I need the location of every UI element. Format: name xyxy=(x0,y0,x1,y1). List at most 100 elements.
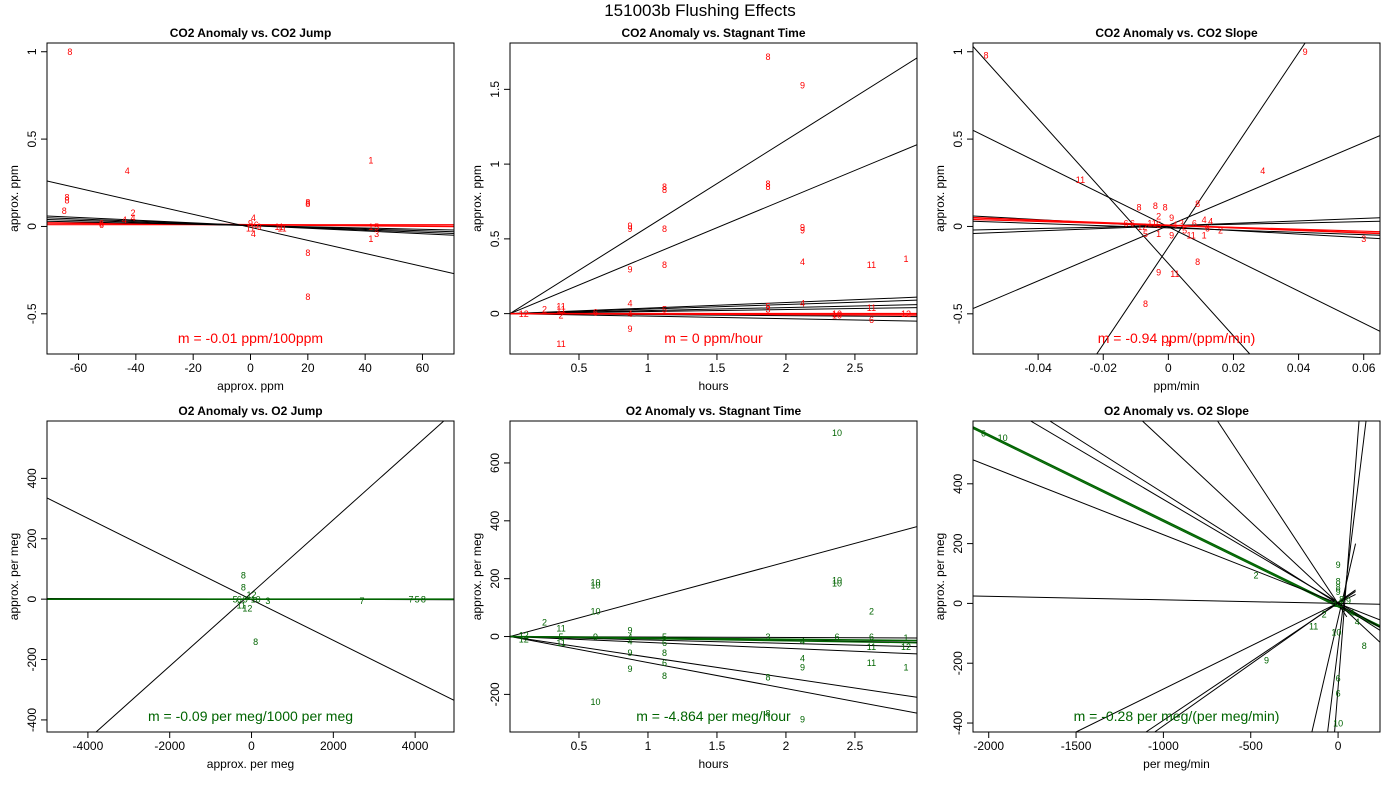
chart-4-point-label: 8 xyxy=(241,583,246,593)
chart-6-point-label: 10 xyxy=(1331,627,1341,637)
chart-3-ytick-label: 1 xyxy=(951,48,965,55)
chart-5-point-label: 9 xyxy=(628,626,633,636)
chart-5-point-label: 10 xyxy=(832,428,842,438)
chart-3-point-label: 9 xyxy=(1169,231,1174,241)
chart-1-ylabel: approx. ppm xyxy=(7,165,21,232)
chart-5-point-label: 6 xyxy=(662,658,667,668)
chart-2-ytick-label: 0.5 xyxy=(488,230,502,247)
chart-3-ytick-label: -0.5 xyxy=(951,303,965,324)
chart-2-fit-line xyxy=(510,313,917,322)
chart-5-point-label: 10 xyxy=(591,607,601,617)
chart-1-point-label: 9 xyxy=(248,218,253,228)
chart-4-point-label: 12 xyxy=(242,604,252,614)
chart-1-point-label: 1 xyxy=(368,234,373,244)
chart-1-point-label: 8 xyxy=(305,248,310,258)
chart-2-point-label: 9 xyxy=(800,225,805,235)
chart-panel-1: CO2 Anomaly vs. CO2 Jump approx. ppm appro… xyxy=(7,26,455,393)
chart-1-xtick-label: -40 xyxy=(127,361,145,375)
chart-3-fit-line xyxy=(1096,43,1306,354)
figure-title: 151003b Flushing Effects xyxy=(604,1,796,20)
chart-3-point-label: 3 xyxy=(1179,218,1184,228)
chart-2-xtick-label: 1 xyxy=(645,361,652,375)
chart-2-fit-line xyxy=(510,144,917,315)
chart-5-fit-line xyxy=(510,636,917,714)
chart-1-point-label: 6 xyxy=(99,218,104,228)
chart-1-xtick-label: -20 xyxy=(185,361,203,375)
chart-3-point-label: 12 xyxy=(1137,222,1147,232)
chart-2-point-label: 9 xyxy=(628,221,633,231)
chart-2-fit-line xyxy=(510,57,917,315)
chart-3-point-label: 6 xyxy=(1192,218,1197,228)
chart-1-xtick-label: -60 xyxy=(70,361,88,375)
chart-5-point-label: 8 xyxy=(765,673,770,683)
chart-6-fit-line xyxy=(1334,421,1360,732)
chart-4-ytick-label: 200 xyxy=(25,528,39,548)
chart-5-point-label: 11 xyxy=(556,638,565,648)
chart-6-ytick-label: 0 xyxy=(951,600,965,607)
chart-2-fit-line xyxy=(510,299,917,315)
chart-5-point-label: 10 xyxy=(591,697,601,707)
chart-4-xtick-label: 2000 xyxy=(320,739,347,753)
chart-6-fit-line xyxy=(1311,543,1357,732)
chart-3-fit-line xyxy=(973,218,1380,233)
chart-4-point-label: 5 xyxy=(233,595,238,605)
chart-1-point-label: 8 xyxy=(305,199,310,209)
chart-6-frame xyxy=(972,420,1381,733)
chart-1-point-label: 8 xyxy=(65,196,70,206)
chart-3-point-label: 8 xyxy=(984,51,989,61)
chart-3-xtick-label: 0.04 xyxy=(1287,361,1311,375)
chart-5-xlabel: hours xyxy=(698,757,728,771)
chart-2-point-label: 2 xyxy=(559,311,564,321)
chart-3-fit-line xyxy=(973,46,1251,354)
chart-1-fit-line xyxy=(47,180,454,275)
chart-4-point-label: 7 xyxy=(359,596,364,606)
chart-2-point-label: 2 xyxy=(542,305,547,315)
chart-5-fit-line xyxy=(510,635,917,644)
chart-3-ytick-label: 0.5 xyxy=(951,130,965,147)
chart-6-point-label: 8 xyxy=(1336,582,1341,592)
chart-1-xtick-label: 20 xyxy=(301,361,315,375)
chart-6-ytick-label: 400 xyxy=(951,473,965,493)
chart-6-point-label: 4 xyxy=(1350,608,1355,618)
chart-4-xtick-label: -2000 xyxy=(154,739,185,753)
chart-1-point-label: 4 xyxy=(122,215,127,225)
chart-3-point-label: 1 xyxy=(1202,231,1207,241)
chart-1-point-label: 6 xyxy=(99,220,104,230)
chart-2-xtick-label: 1.5 xyxy=(709,361,726,375)
chart-2-point-label: 6 xyxy=(869,315,874,325)
chart-6-fit-line xyxy=(1154,589,1356,732)
chart-5-ytick-label: 600 xyxy=(488,453,502,473)
chart-4-title: O2 Anomaly vs. O2 Jump xyxy=(178,404,322,418)
chart-3-point-label: 11 xyxy=(1170,269,1179,279)
chart-6-point-label: 11 xyxy=(1309,621,1318,631)
chart-2-point-label: 8 xyxy=(662,182,667,192)
chart-2-point-label: 5 xyxy=(765,302,770,312)
chart-1-frame xyxy=(46,42,455,355)
chart-6-point-label: 9 xyxy=(1264,656,1269,666)
chart-5-ytick-label: -200 xyxy=(488,682,502,706)
chart-4-point-label: 5 xyxy=(415,595,420,605)
chart-2-point-label: 10 xyxy=(832,311,842,321)
chart-5-point-label: 10 xyxy=(591,581,601,591)
chart-4-point-label: 10 xyxy=(251,595,261,605)
chart-6-xtick-label: -1000 xyxy=(1148,739,1179,753)
chart-5-ytick-label: 200 xyxy=(488,568,502,588)
chart-1-point-label: 5 xyxy=(374,222,379,232)
chart-1-point-label: 11 xyxy=(246,224,255,234)
chart-2-ylabel: approx. ppm xyxy=(470,165,484,232)
chart-5-point-label: 2 xyxy=(869,607,874,617)
chart-2-point-label: 9 xyxy=(628,324,633,334)
chart-3-xtick-label: -0.04 xyxy=(1024,361,1052,375)
chart-2-point-label: 11 xyxy=(867,260,876,270)
chart-4-point-label: 8 xyxy=(241,570,246,580)
chart-6-point-label: 8 xyxy=(1339,594,1344,604)
chart-6-ytick-label: -200 xyxy=(951,651,965,675)
chart-6-xtick-label: 0 xyxy=(1335,739,1342,753)
chart-2-point-label: 11 xyxy=(556,305,565,315)
chart-4-point-label: 8 xyxy=(253,637,258,647)
chart-2-point-label: 9 xyxy=(800,80,805,90)
chart-2-point-label: 10 xyxy=(832,309,842,319)
chart-3-point-label: 9 xyxy=(1169,213,1174,223)
chart-5-point-label: 8 xyxy=(662,648,667,658)
